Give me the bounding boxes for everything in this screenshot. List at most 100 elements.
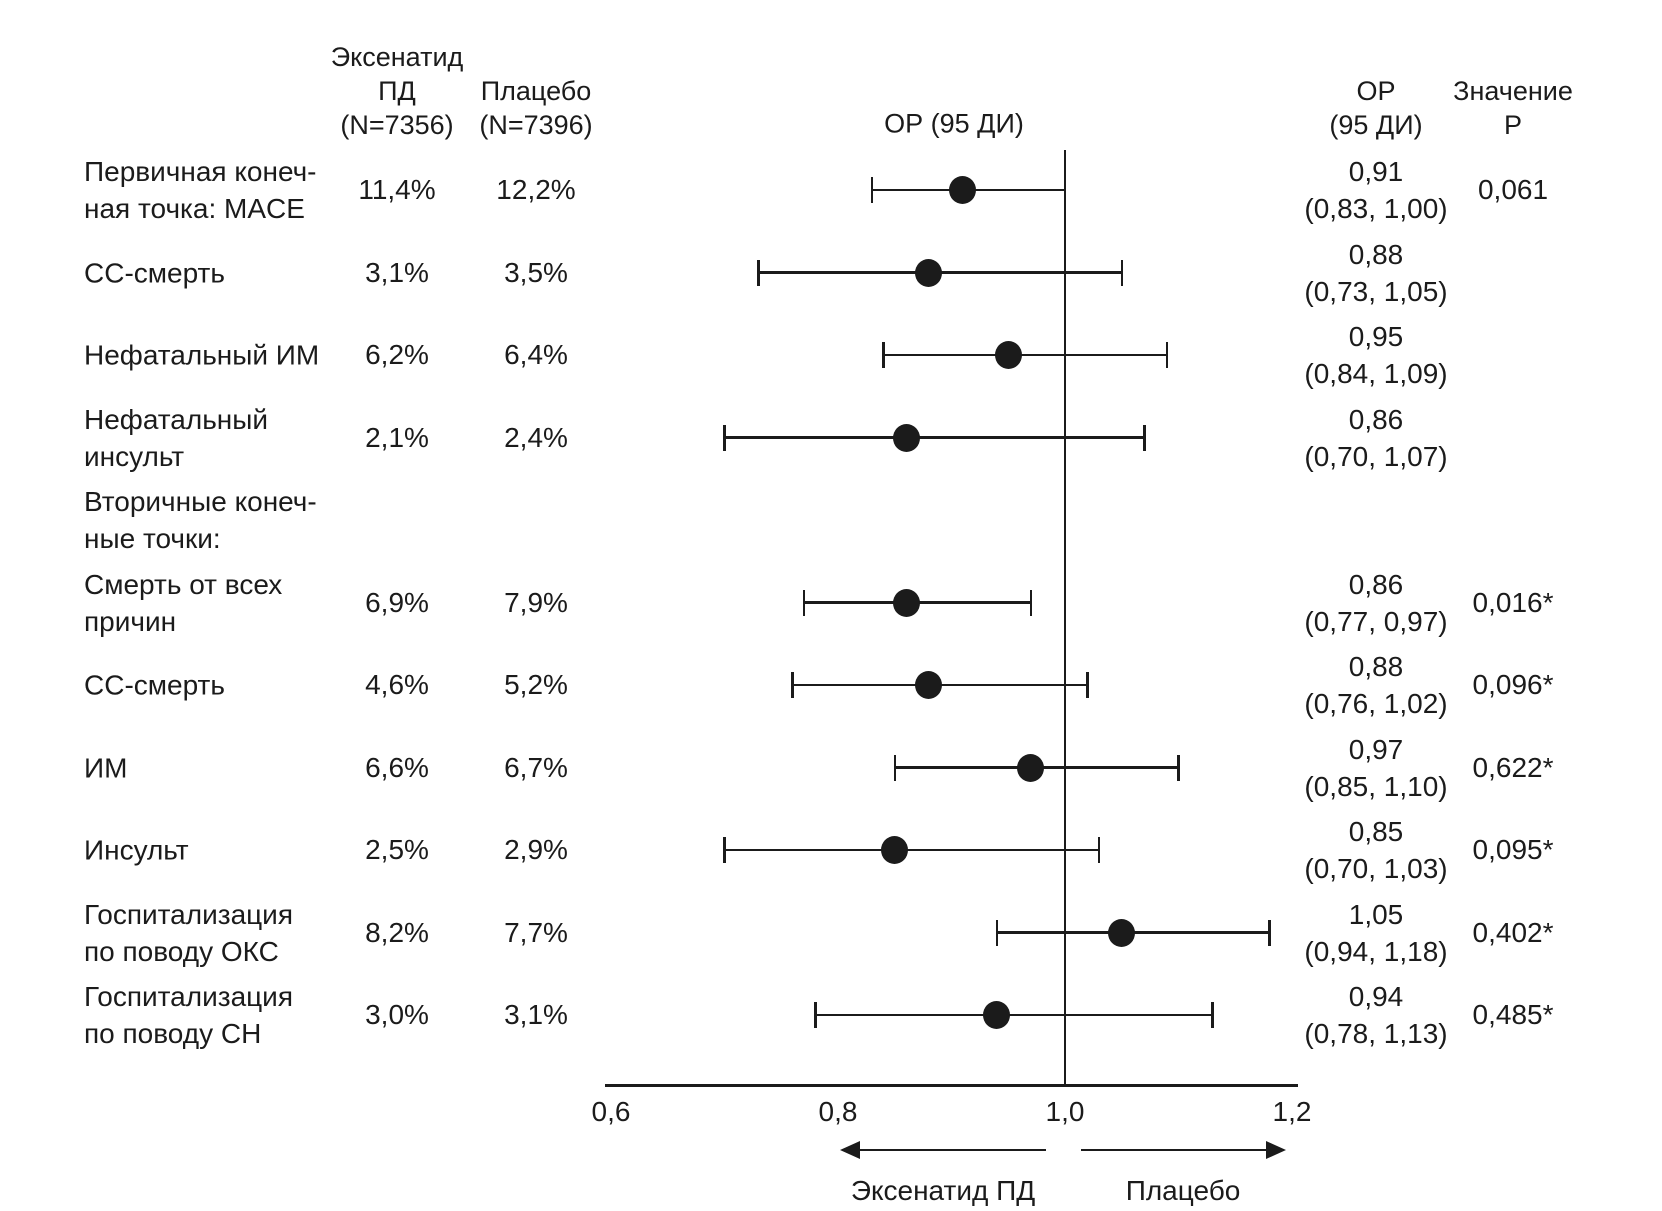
endpoint-label: Нефатальный инсульт <box>84 403 269 472</box>
exenatide-value: 3,0% <box>365 999 429 1030</box>
exenatide-value: 11,4% <box>358 174 436 205</box>
point-marker <box>994 341 1022 369</box>
favors-left-label: Эксенатид ПД <box>850 1175 1036 1206</box>
endpoint-label: Первичная конеч- ная точка: MACE <box>84 156 317 224</box>
p-value: 0,061 <box>1477 174 1549 205</box>
point-marker <box>949 176 977 204</box>
ci-cap-right <box>1063 177 1067 203</box>
x-tick-label: 1,2 <box>1272 1096 1312 1127</box>
ci-cap-left <box>791 672 794 698</box>
endpoint-label: СС-смерть <box>84 257 225 288</box>
p-value: 0,096* <box>1472 669 1554 700</box>
endpoint-label: Госпитализация по поводу ОКС <box>84 898 293 967</box>
placebo-value: 2,9% <box>504 834 568 865</box>
left-arrow-line <box>858 1148 1046 1152</box>
point-marker <box>881 836 909 864</box>
or-ci-value: 0,88 (0,76, 1,02) <box>1304 651 1448 719</box>
or-ci-value: 0,95 (0,84, 1,09) <box>1304 321 1448 389</box>
x-tick-label: 0,6 <box>591 1096 631 1127</box>
x-axis-line <box>605 1084 1298 1087</box>
placebo-value: 3,5% <box>504 256 568 288</box>
placebo-value: 7,7% <box>504 916 568 948</box>
ci-bar <box>724 848 1100 852</box>
or-ci-value: 0,86 (0,77, 0,97) <box>1304 568 1448 637</box>
placebo-value: 6,4% <box>504 339 568 370</box>
p-value: 0,016* <box>1472 586 1554 618</box>
ci-cap-right <box>1211 1002 1214 1028</box>
placebo-value: 12,2% <box>496 174 576 205</box>
endpoint-label: Нефатальный ИМ <box>84 339 320 371</box>
ci-cap-left <box>802 589 806 616</box>
endpoint-label: СС-смерть <box>84 669 225 701</box>
point-marker <box>892 423 920 452</box>
or-ci-value: 0,85 (0,70, 1,03) <box>1304 816 1448 884</box>
ci-cap-right <box>1165 342 1169 368</box>
ci-cap-left <box>757 259 760 286</box>
or-ci-value: 0,91 (0,83, 1,00) <box>1304 156 1448 224</box>
exenatide-value: 8,2% <box>365 916 429 948</box>
exenatide-value: 6,6% <box>365 751 429 783</box>
ci-bar <box>815 1013 1213 1017</box>
x-tick-label: 1,0 <box>1045 1096 1085 1127</box>
exenatide-value: 3,1% <box>365 256 429 288</box>
ci-cap-right <box>1143 424 1146 451</box>
endpoint-label: Госпитализация по поводу СН <box>84 981 293 1049</box>
column-header-p-value: Значение Р <box>1453 76 1573 140</box>
column-header-or-ci: ОР (95 ДИ) <box>1329 76 1423 140</box>
placebo-value: 7,9% <box>504 586 568 618</box>
ci-cap-right <box>1029 589 1033 616</box>
ci-cap-right <box>1086 672 1089 698</box>
endpoint-label: Инсульт <box>84 834 189 866</box>
p-value: 0,095* <box>1472 834 1554 865</box>
or-ci-value: 0,86 (0,70, 1,07) <box>1304 403 1448 472</box>
reference-line <box>1063 150 1067 1085</box>
point-marker <box>915 671 943 699</box>
favors-right-label: Плацебо <box>1125 1175 1241 1206</box>
p-value: 0,622* <box>1472 751 1554 783</box>
x-tick-label: 0,8 <box>818 1096 858 1127</box>
right-arrowhead-icon <box>1266 1141 1286 1159</box>
ci-cap-right <box>1268 919 1271 946</box>
exenatide-value: 6,2% <box>365 339 429 370</box>
or-ci-value: 1,05 (0,94, 1,18) <box>1304 898 1448 967</box>
ci-cap-right <box>1120 259 1123 286</box>
exenatide-value: 6,9% <box>365 586 429 618</box>
ci-cap-left <box>723 837 726 863</box>
ci-bar <box>724 436 1145 439</box>
placebo-value: 2,4% <box>504 421 568 453</box>
point-marker <box>983 1001 1011 1029</box>
endpoint-label: Смерть от всех причин <box>84 568 283 637</box>
ci-cap-left <box>995 919 999 946</box>
section-header: Вторичные конеч- ные точки: <box>84 486 317 554</box>
column-header-exenatide: Эксенатид ПД (N=7356) <box>330 42 464 140</box>
ci-cap-left <box>870 177 874 203</box>
left-arrowhead-icon <box>840 1141 860 1159</box>
endpoint-label: ИМ <box>84 752 128 783</box>
ci-bar <box>883 353 1168 357</box>
ci-cap-right <box>1097 837 1101 863</box>
right-arrow-line <box>1081 1148 1268 1152</box>
or-ci-value: 0,88 (0,73, 1,05) <box>1304 238 1448 307</box>
placebo-value: 3,1% <box>504 999 568 1030</box>
exenatide-value: 4,6% <box>365 669 429 700</box>
point-marker <box>915 258 943 287</box>
column-header-placebo: Плацебо (N=7396) <box>479 76 593 140</box>
point-marker <box>892 588 920 617</box>
ci-cap-left <box>814 1002 817 1028</box>
ci-cap-right <box>1177 754 1180 781</box>
exenatide-value: 2,1% <box>365 421 429 453</box>
plot-header-or-ci: ОР (95 ДИ) <box>884 108 1024 139</box>
or-ci-value: 0,97 (0,85, 1,10) <box>1304 733 1448 802</box>
ci-cap-left <box>893 754 896 781</box>
exenatide-value: 2,5% <box>365 834 429 865</box>
placebo-value: 5,2% <box>504 669 568 700</box>
or-ci-value: 0,94 (0,78, 1,13) <box>1304 981 1448 1049</box>
point-marker <box>1017 753 1045 782</box>
point-marker <box>1108 918 1136 947</box>
ci-cap-left <box>723 424 726 451</box>
p-value: 0,402* <box>1472 916 1554 948</box>
placebo-value: 6,7% <box>504 751 568 783</box>
p-value: 0,485* <box>1472 999 1554 1030</box>
ci-cap-left <box>882 342 885 368</box>
